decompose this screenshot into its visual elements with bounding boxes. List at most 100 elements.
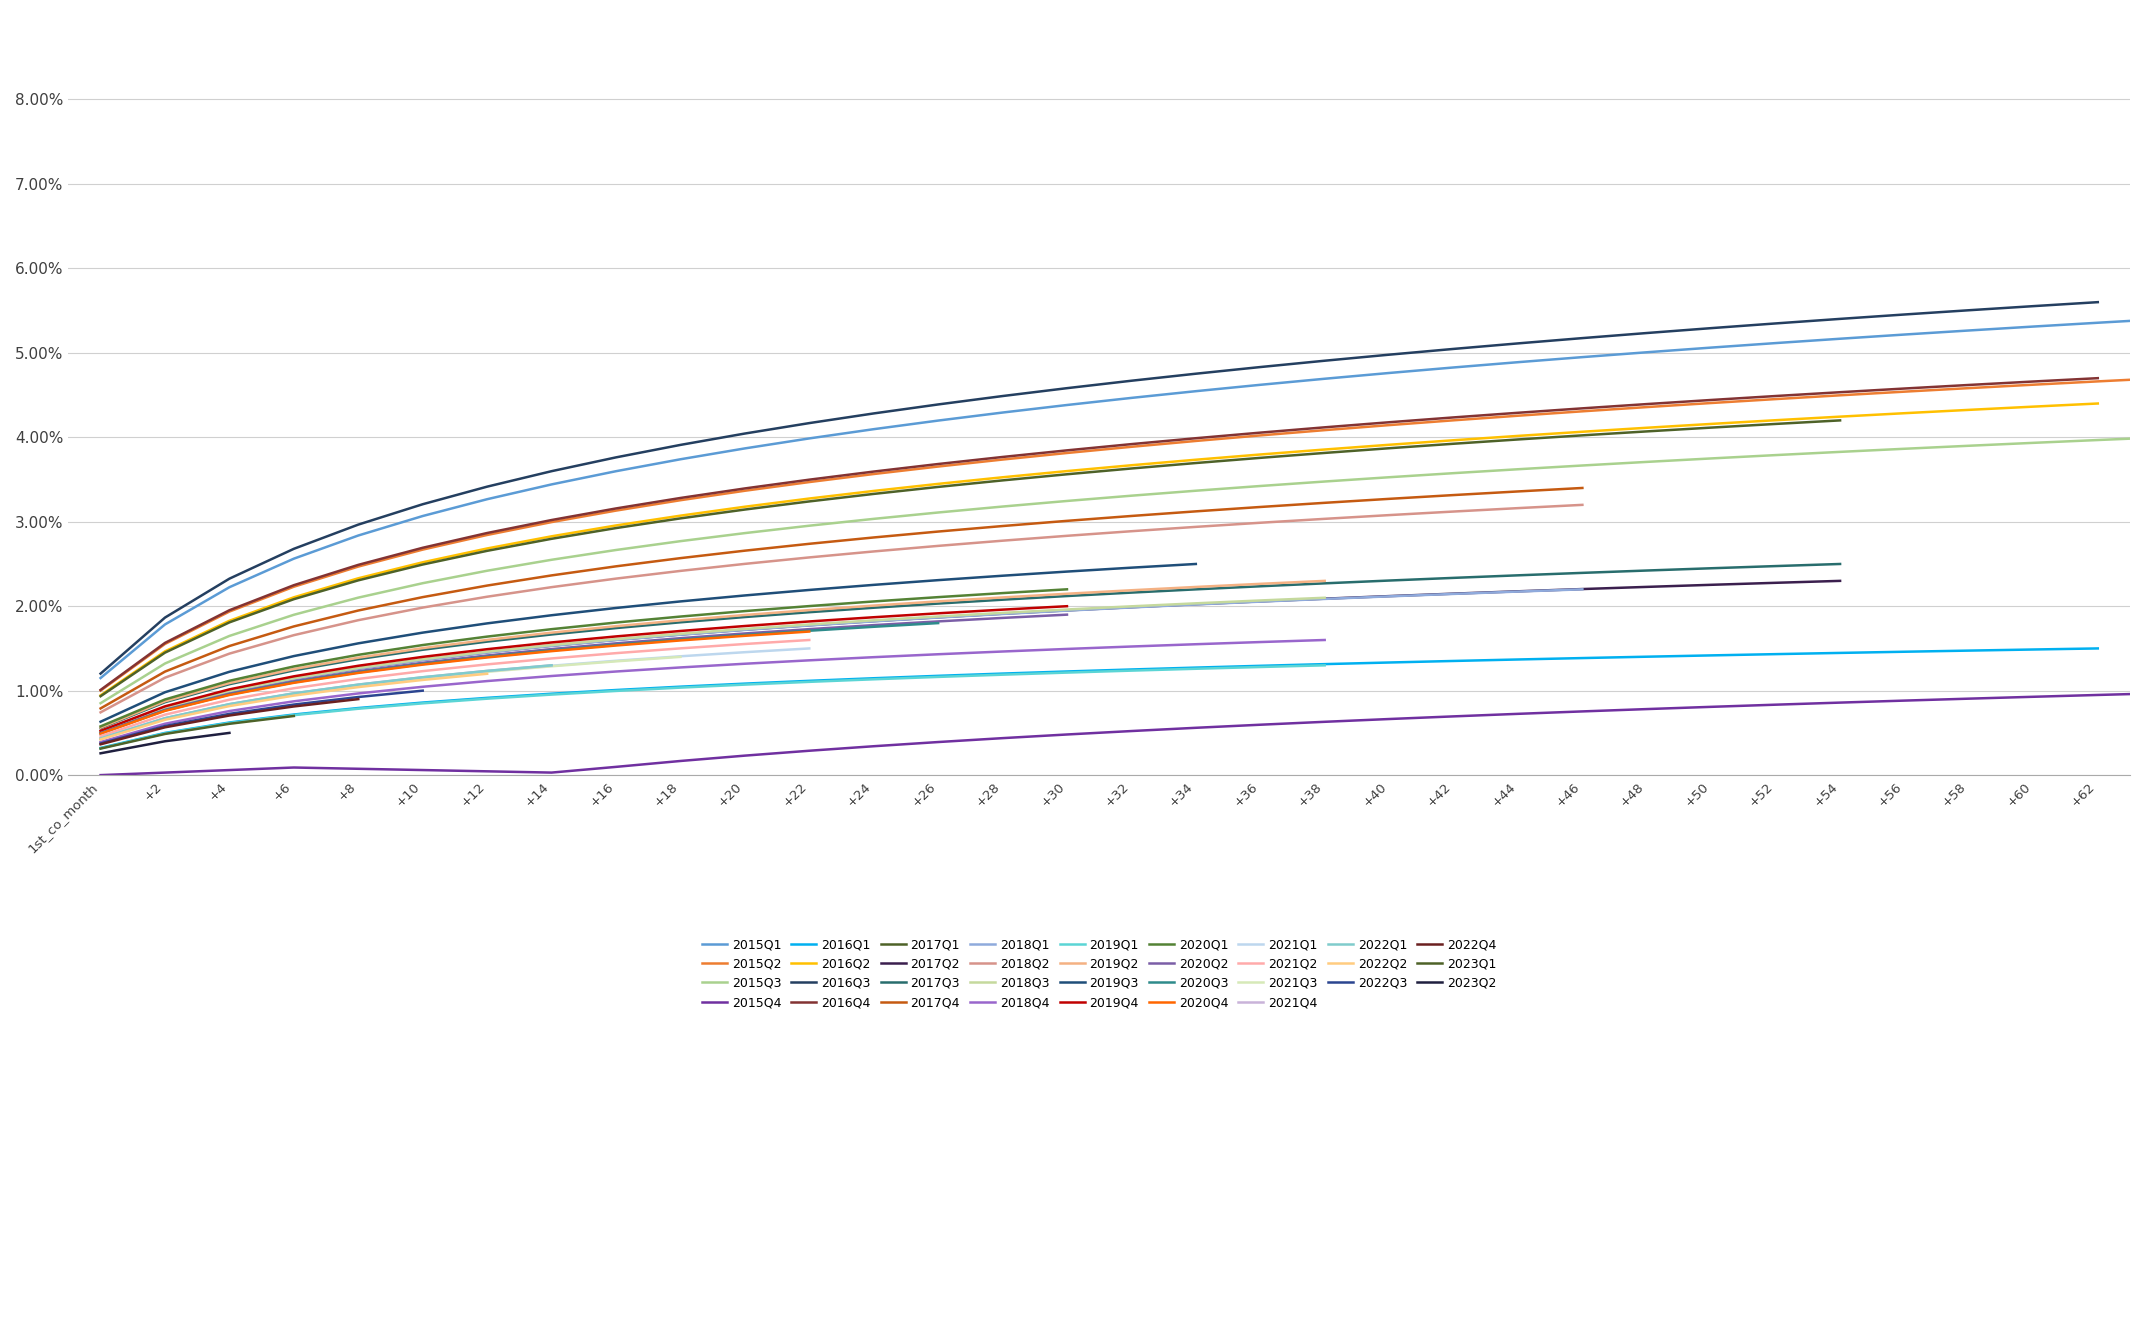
2015Q4 xyxy=(281,760,307,776)
2017Q1 xyxy=(410,557,435,573)
2018Q2 xyxy=(538,579,564,595)
2017Q2 xyxy=(1182,597,1208,612)
2018Q3 xyxy=(410,652,435,668)
2015Q3 xyxy=(410,576,435,591)
2015Q4 xyxy=(1053,727,1079,743)
Line: 2015Q4: 2015Q4 xyxy=(101,693,2145,776)
2020Q2 xyxy=(667,631,693,647)
2015Q4 xyxy=(603,759,628,774)
2016Q3 xyxy=(1763,316,1789,332)
2016Q3 xyxy=(924,396,950,412)
2015Q4 xyxy=(667,753,693,769)
2016Q4 xyxy=(1763,389,1789,404)
2017Q2 xyxy=(1763,576,1789,591)
Line: 2018Q1: 2018Q1 xyxy=(101,589,1583,732)
2016Q2 xyxy=(1441,432,1467,448)
2021Q3 xyxy=(88,731,114,747)
2019Q2 xyxy=(1182,579,1208,595)
Line: 2019Q4: 2019Q4 xyxy=(101,606,1066,731)
2017Q1 xyxy=(152,645,178,661)
2016Q4 xyxy=(1118,436,1143,452)
2018Q2 xyxy=(1570,497,1596,512)
2019Q3 xyxy=(731,587,757,603)
2019Q2 xyxy=(1118,582,1143,598)
2019Q4 xyxy=(731,618,757,633)
2016Q1 xyxy=(1053,664,1079,680)
2018Q4 xyxy=(1053,641,1079,657)
2023Q1 xyxy=(152,726,178,741)
2016Q2 xyxy=(860,483,886,499)
2019Q2 xyxy=(217,676,242,691)
2019Q3 xyxy=(152,685,178,701)
2022Q1 xyxy=(474,662,500,678)
2019Q3 xyxy=(924,573,950,589)
2016Q1 xyxy=(217,715,242,731)
2019Q2 xyxy=(796,602,822,618)
2020Q1 xyxy=(796,598,822,614)
2023Q2 xyxy=(217,724,242,740)
2019Q2 xyxy=(989,590,1015,606)
2019Q1 xyxy=(1118,662,1143,678)
2020Q1 xyxy=(538,622,564,637)
2017Q2 xyxy=(1570,581,1596,597)
2020Q3 xyxy=(345,665,371,681)
2015Q2 xyxy=(1956,381,1982,396)
2017Q3 xyxy=(1313,576,1338,591)
2017Q3 xyxy=(667,615,693,631)
2015Q1 xyxy=(1118,390,1143,406)
2018Q2 xyxy=(281,627,307,643)
2018Q1 xyxy=(410,652,435,668)
2015Q2 xyxy=(1053,445,1079,461)
2018Q2 xyxy=(1441,503,1467,519)
2016Q1 xyxy=(1956,643,1982,658)
2018Q3 xyxy=(1313,590,1338,606)
2016Q2 xyxy=(1828,408,1853,424)
2016Q1 xyxy=(860,670,886,686)
2016Q4 xyxy=(1313,419,1338,435)
2017Q3 xyxy=(989,591,1015,607)
2018Q3 xyxy=(796,616,822,632)
2017Q3 xyxy=(217,677,242,693)
2017Q2 xyxy=(1828,573,1853,589)
2017Q4 xyxy=(796,536,822,552)
2020Q1 xyxy=(603,615,628,631)
2015Q4 xyxy=(2021,689,2046,705)
Line: 2017Q1: 2017Q1 xyxy=(101,420,1840,697)
2019Q2 xyxy=(1313,573,1338,589)
2015Q1 xyxy=(345,528,371,544)
2018Q3 xyxy=(1118,598,1143,614)
2018Q3 xyxy=(217,684,242,699)
2019Q2 xyxy=(152,693,178,709)
2015Q4 xyxy=(1956,690,1982,706)
2018Q3 xyxy=(152,699,178,715)
2020Q1 xyxy=(152,691,178,707)
2019Q4 xyxy=(281,669,307,685)
2015Q1 xyxy=(474,491,500,507)
2017Q4 xyxy=(538,568,564,583)
2018Q1 xyxy=(474,644,500,660)
2016Q1 xyxy=(1506,652,1532,668)
2016Q1 xyxy=(345,701,371,716)
2017Q1 xyxy=(538,531,564,547)
2017Q2 xyxy=(924,610,950,626)
2017Q1 xyxy=(1634,424,1660,440)
2017Q2 xyxy=(1634,579,1660,595)
2017Q2 xyxy=(88,724,114,740)
2017Q1 xyxy=(1053,466,1079,482)
2020Q4 xyxy=(345,665,371,681)
2015Q3 xyxy=(1118,487,1143,503)
2022Q1 xyxy=(281,685,307,701)
2015Q2 xyxy=(345,558,371,574)
2016Q2 xyxy=(152,644,178,660)
2015Q4 xyxy=(1118,723,1143,739)
2019Q2 xyxy=(345,649,371,665)
2019Q1 xyxy=(603,684,628,699)
2019Q3 xyxy=(474,615,500,631)
2015Q4 xyxy=(860,739,886,755)
2018Q1 xyxy=(731,622,757,637)
2017Q1 xyxy=(217,615,242,631)
2017Q2 xyxy=(796,618,822,633)
2019Q1 xyxy=(796,674,822,690)
2016Q3 xyxy=(989,389,1015,404)
2022Q1 xyxy=(217,697,242,712)
